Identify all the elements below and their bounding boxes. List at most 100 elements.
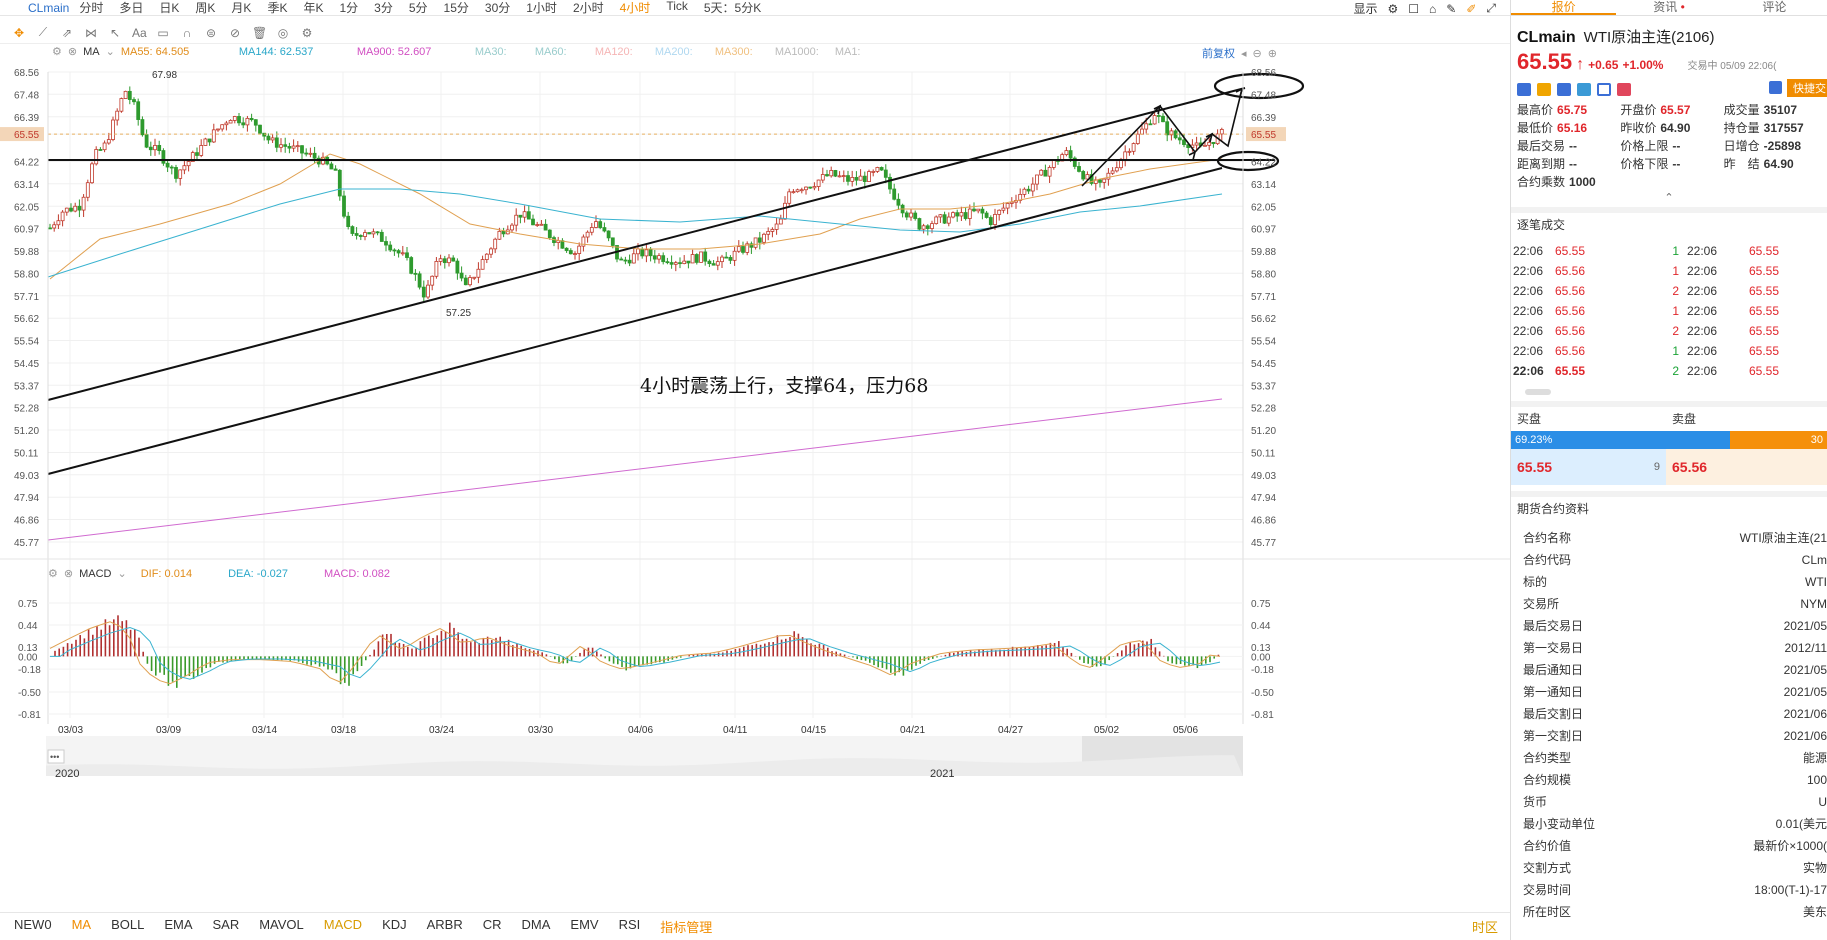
window-icon[interactable]: ☐ [1408,1,1420,16]
period-tab[interactable]: 3分 [374,1,393,15]
overview-handle-dots: ••• [50,752,59,762]
candle-body [921,225,926,230]
document-icon[interactable] [1597,82,1611,96]
edit-icon[interactable]: ✎ [1446,1,1457,16]
candle-body [291,145,296,149]
left-scroll-icon[interactable]: ◂ [1241,47,1247,60]
tab-news[interactable]: 资讯 • [1653,0,1685,14]
indicator-tab[interactable]: DMA [521,917,551,932]
bell-icon[interactable] [1769,81,1782,94]
comment-icon[interactable]: ▭ [157,25,169,40]
indicator-tab[interactable]: BOLL [111,917,145,932]
indicator-tab[interactable]: MACD [323,917,363,932]
channel-lower-line [47,167,1223,475]
period-tab[interactable]: 5分 [408,1,428,15]
overview-area [46,755,1243,776]
period-tab[interactable]: 周K [195,1,216,15]
quick-trade-button[interactable]: 快捷交 [1787,79,1827,97]
period-tab[interactable]: 1分 [339,1,359,15]
ma-value: MA30: [474,45,507,58]
ticks-scrollbar[interactable] [1525,389,1551,395]
indicator-tab[interactable]: EMV [570,917,599,932]
indicator-tab[interactable]: EMA [164,917,193,932]
cursor-cross-icon[interactable]: ✥ [13,25,25,40]
tool-settings-icon[interactable]: ⚙ [301,25,313,40]
channel-icon[interactable]: ⋈ [85,25,97,40]
tag-icon[interactable] [1577,82,1591,96]
lightning-icon[interactable] [1537,82,1551,96]
symbol-label[interactable]: CLmain [28,0,70,15]
chart-area[interactable]: 68.5668.5667.4867.4866.3966.3965.5565.55… [0,44,1510,908]
period-tab[interactable]: 分时 [79,1,104,15]
ma-indicator-label[interactable]: MA [83,45,100,58]
dea-value: DEA: -0.027 [228,567,288,580]
indicator-tab[interactable]: RSI [618,917,641,932]
period-tab[interactable]: 1小时 [526,1,557,15]
period-tab[interactable]: 年K [303,1,324,15]
period-tab[interactable]: 2小时 [572,1,604,15]
period-tab[interactable]: Tick [666,0,688,13]
overview-handle[interactable] [47,749,65,764]
candle-body [850,177,855,182]
candle-body [1089,174,1094,184]
macd-label[interactable]: MACD [79,567,112,580]
tab-comments[interactable]: 评论 [1762,0,1787,14]
close-icon[interactable]: ⊗ [63,568,74,580]
indicator-tab[interactable]: MAVOL [259,917,304,932]
indicator-tab[interactable]: 指标管理 [660,920,713,935]
period-tab[interactable]: 多日 [119,1,144,15]
timezone-button[interactable]: 时区 [1471,920,1498,935]
period-tab[interactable]: 4小时 [619,1,651,15]
eye-icon[interactable]: ◎ [277,25,289,40]
spec-row: 第一交割日 2021/06 [1511,725,1827,747]
candle-body [442,258,447,264]
indicator-tab[interactable]: MA [71,917,92,932]
ray-icon[interactable]: ⇗ [61,25,73,40]
delete-icon[interactable]: 🗑 [252,25,268,40]
fullscreen-icon[interactable]: ⤢ [1486,1,1496,15]
chevron-down-icon[interactable]: ⌄ [105,46,115,58]
close-icon[interactable]: ⊗ [67,46,78,58]
price-chart[interactable]: 68.5668.5667.4867.4866.3966.3965.5565.55… [0,44,1510,908]
ask-cell[interactable]: 65.56 [1666,449,1827,485]
period-tab[interactable]: 日K [159,1,180,15]
pencil-icon[interactable]: ✐ [1466,1,1477,16]
period-tab[interactable]: 30分 [484,1,511,15]
person-icon[interactable] [1557,82,1571,96]
date-tick: 03/09 [156,725,181,736]
text-tool-icon[interactable]: Aa [132,25,147,40]
zoom-out-icon[interactable]: ⊖ [1252,47,1262,60]
chevron-down-icon[interactable]: ⌄ [117,568,127,580]
indicator-tab[interactable]: NEW0 [14,917,52,932]
bid-cell[interactable]: 65.55 9 [1511,449,1666,485]
indicator-tab[interactable]: KDJ [382,917,407,932]
collapse-icon[interactable]: ⌃ [1664,192,1674,204]
hide-icon[interactable]: ⊘ [229,25,241,40]
display-menu[interactable]: 显示 [1353,2,1378,16]
indicator-tab[interactable]: CR [482,917,502,932]
period-tab[interactable]: 月K [231,1,252,15]
candle-body [854,177,859,181]
camera-icon[interactable]: ⌂ [1429,1,1437,16]
arrow-tool-icon[interactable]: ↖ [109,25,121,40]
gear-icon[interactable]: ⚙ [48,568,58,580]
magnet-icon[interactable]: ∩ [182,25,192,40]
chart-annotation[interactable]: 4小时震荡上行，支撑64，压力68 [640,375,929,397]
indicator-tab[interactable]: SAR [212,917,240,932]
candle-body [69,207,73,212]
candle-body [186,161,191,167]
gear-icon[interactable]: ⚙ [52,46,62,58]
indicator-tab[interactable]: ARBR [426,917,463,932]
period-tab[interactable]: 15分 [443,1,469,15]
period-tab[interactable]: 5天：5分K [703,1,762,15]
zoom-in-icon[interactable]: ⊕ [1267,47,1277,60]
heart-icon[interactable] [1617,82,1631,96]
tab-quote[interactable]: 报价 [1511,0,1617,15]
adjust-mode[interactable]: 前复权 [1202,48,1235,60]
trendline-icon[interactable]: ⟋ [38,25,48,39]
lock-icon[interactable]: ⊜ [205,25,217,40]
grid-icon[interactable] [1517,82,1531,96]
period-tab[interactable]: 季K [267,1,288,15]
quote-cell: 开盘价 65.57 [1620,101,1723,119]
settings-icon[interactable]: ⚙ [1387,1,1399,16]
